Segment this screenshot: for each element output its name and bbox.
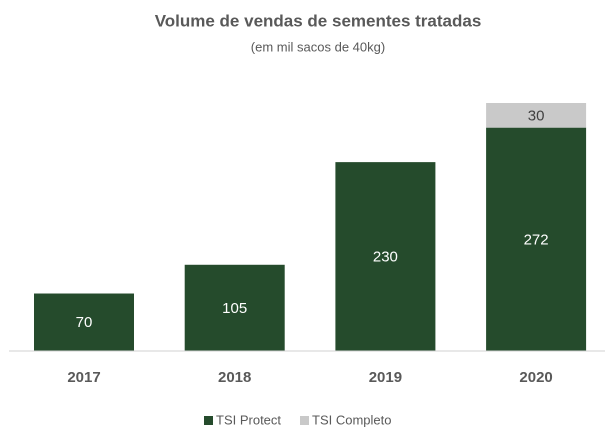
bar-segment [335, 162, 436, 351]
legend-swatch [300, 416, 309, 425]
bar-segment [184, 264, 285, 351]
bar-segment [486, 127, 587, 351]
data-label: 70 [76, 314, 93, 331]
x-tick-label: 2019 [369, 369, 402, 386]
bar-segment [486, 103, 587, 128]
legend-swatch [204, 416, 213, 425]
data-label: 230 [373, 249, 398, 266]
chart-subtitle: (em mil sacos de 40kg) [251, 39, 385, 54]
chart-title: Volume de vendas de sementes tratadas [155, 11, 482, 30]
data-label: 272 [524, 231, 549, 248]
bar-segment [34, 293, 134, 351]
x-tick-label: 2017 [67, 369, 100, 386]
x-tick-label: 2020 [519, 369, 552, 386]
x-tick-label: 2018 [218, 369, 251, 386]
data-label: 105 [222, 300, 247, 317]
data-label: 30 [528, 107, 545, 124]
legend-label: TSI Protect [216, 412, 281, 427]
legend-label: TSI Completo [312, 412, 391, 427]
